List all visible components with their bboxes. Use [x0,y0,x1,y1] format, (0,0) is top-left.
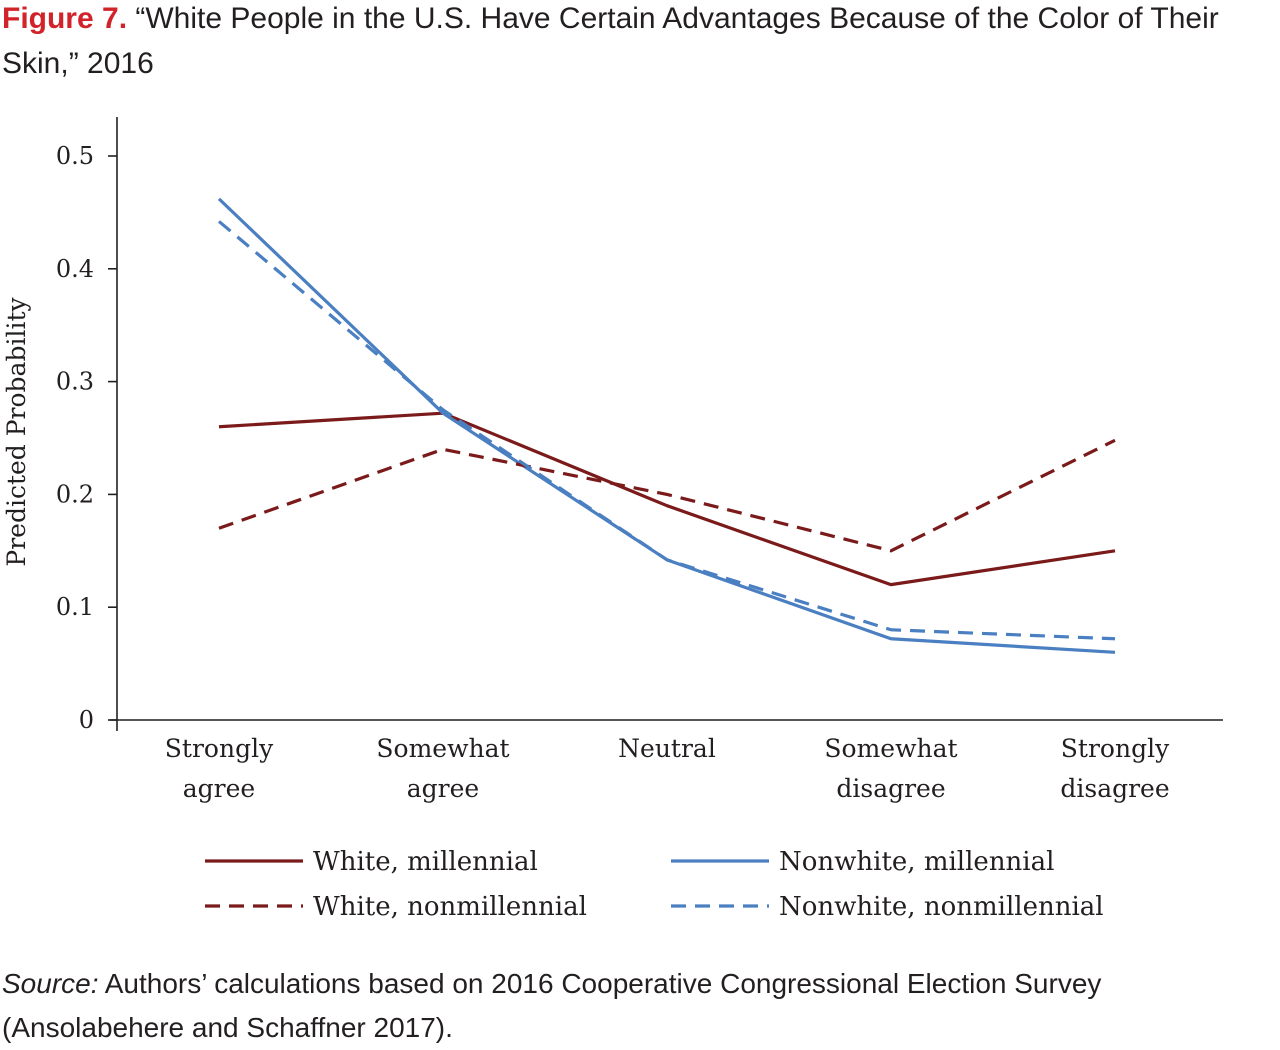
series-line-white-millennial [218,411,1116,587]
figure-label: Figure 7. [2,2,128,35]
source-note: Source: Authors’ calculations based on 2… [2,962,1280,1050]
y-tick-label: 0.5 [56,142,94,170]
source-text: Authors’ calculations based on 2016 Coop… [2,968,1102,1043]
x-tick-label: Somewhat agree [376,734,509,803]
legend-label-white-nonmillennial: White, nonmillennial [313,892,587,922]
series-layer [217,197,1116,654]
legend: White, millennial Nonwhite, millennial Whi… [205,847,1104,922]
figure-title-text: “White People in the U.S. Have Certain A… [2,2,1219,80]
legend-label-nonwhite-nonmillennial: Nonwhite, nonmillennial [779,892,1104,922]
x-tick-label: Strongly agree [165,734,274,803]
x-tick-label: Neutral [618,734,716,763]
source-label: Source: [2,968,99,999]
series-line-white-nonmillennial [218,438,1116,553]
legend-label-white-millennial: White, millennial [313,847,538,877]
y-ticks: 0 0.1 0.2 0.3 0.4 0.5 [56,142,117,734]
x-tick-label: Somewhat disagree [824,734,957,803]
y-tick-label: 0.3 [56,368,94,396]
figure-title: Figure 7. “White People in the U.S. Have… [2,0,1272,86]
y-tick-label: 0.2 [56,480,94,508]
x-tick-label: Strongly disagree [1060,734,1170,803]
y-tick-label: 0.1 [56,593,94,621]
series-line-nonwhite-millennial [217,197,1116,654]
line-chart: 0 0.1 0.2 0.3 0.4 0.5 Predicted Probability S… [2,117,1223,922]
plot-area [110,117,1223,731]
y-tick-label: 0.4 [56,255,94,283]
x-ticks: Strongly agree Somewhat agree Neutral Somewha… [165,734,1170,803]
series-line-nonwhite-nonmillennial [217,220,1116,641]
legend-label-nonwhite-millennial: Nonwhite, millennial [779,847,1054,877]
y-axis-label: Predicted Probability [2,297,31,567]
y-tick-label: 0 [79,706,94,734]
